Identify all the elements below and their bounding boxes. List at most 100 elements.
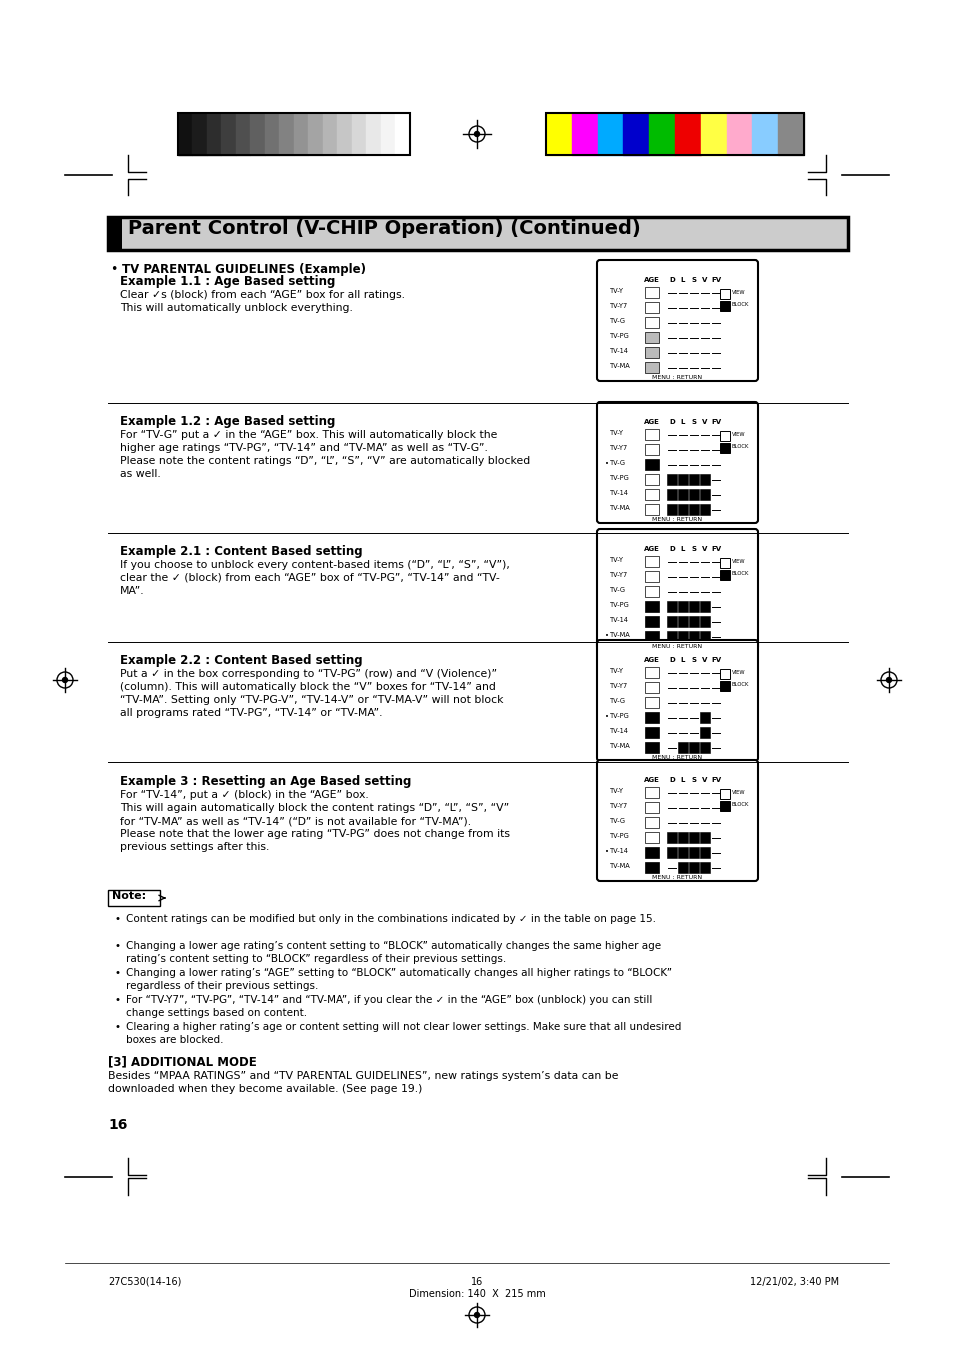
Text: •: • <box>115 942 121 951</box>
Text: •: • <box>110 263 117 276</box>
Text: TV-G: TV-G <box>609 459 625 466</box>
Bar <box>688 504 699 515</box>
Bar <box>720 570 729 580</box>
Text: •: • <box>115 994 121 1005</box>
Bar <box>700 601 709 612</box>
Bar <box>644 286 659 299</box>
Bar <box>666 474 677 485</box>
Text: L: L <box>680 546 684 553</box>
Bar <box>700 616 709 627</box>
Text: D: D <box>668 546 674 553</box>
Text: Clearing a higher rating’s age or content setting will not clear lower settings.: Clearing a higher rating’s age or conten… <box>126 1021 680 1044</box>
Bar <box>778 113 803 155</box>
Text: TV-PG: TV-PG <box>609 476 629 481</box>
Text: D: D <box>668 277 674 282</box>
Text: MENU : RETURN: MENU : RETURN <box>652 755 701 761</box>
Bar <box>700 474 709 485</box>
Text: •: • <box>604 848 608 855</box>
Text: MENU : RETURN: MENU : RETURN <box>652 517 701 521</box>
Bar <box>221 113 235 155</box>
Text: This will again automatically block the content ratings “D”, “L”, “S”, “V”: This will again automatically block the … <box>120 802 509 813</box>
Text: TV-Y: TV-Y <box>609 288 623 295</box>
Text: “TV-MA”. Setting only “TV-PG-V”, “TV-14-V” or “TV-MA-V” will not block: “TV-MA”. Setting only “TV-PG-V”, “TV-14-… <box>120 694 503 705</box>
Text: V: V <box>701 546 707 553</box>
Text: S: S <box>691 277 696 282</box>
Text: L: L <box>680 277 684 282</box>
Text: •: • <box>115 969 121 978</box>
Text: Dimension: 140  X  215 mm: Dimension: 140 X 215 mm <box>408 1289 545 1300</box>
Bar <box>678 489 687 500</box>
Text: BLOCK: BLOCK <box>731 682 749 688</box>
Bar <box>688 489 699 500</box>
Text: L: L <box>680 419 684 426</box>
Text: FV: FV <box>710 657 720 663</box>
Bar <box>678 601 687 612</box>
Bar <box>178 113 410 155</box>
Text: TV-Y7: TV-Y7 <box>609 444 628 451</box>
Circle shape <box>474 131 479 136</box>
Bar <box>108 218 122 250</box>
Bar <box>644 742 659 753</box>
Bar <box>666 489 677 500</box>
Text: Example 2.2 : Content Based setting: Example 2.2 : Content Based setting <box>120 654 362 667</box>
Text: Changing a lower age rating’s content setting to “BLOCK” automatically changes t: Changing a lower age rating’s content se… <box>126 942 660 963</box>
Text: TV-MA: TV-MA <box>609 363 630 369</box>
Text: TV-14: TV-14 <box>609 349 628 354</box>
FancyBboxPatch shape <box>597 259 758 381</box>
Bar <box>700 113 726 155</box>
Bar <box>720 801 729 811</box>
Bar <box>649 113 675 155</box>
Text: higher age ratings “TV-PG”, “TV-14” and “TV-MA” as well as “TV-G”.: higher age ratings “TV-PG”, “TV-14” and … <box>120 443 487 453</box>
Text: FV: FV <box>710 546 720 553</box>
Bar <box>666 504 677 515</box>
Bar <box>251 113 265 155</box>
Bar <box>678 862 687 873</box>
Text: as well.: as well. <box>120 469 161 480</box>
Text: [3] ADDITIONAL MODE: [3] ADDITIONAL MODE <box>108 1055 256 1069</box>
Bar <box>720 443 729 453</box>
Bar <box>720 301 729 311</box>
FancyBboxPatch shape <box>597 640 758 761</box>
Text: FV: FV <box>710 777 720 784</box>
FancyBboxPatch shape <box>597 761 758 881</box>
Bar <box>294 113 308 155</box>
Text: Besides “MPAA RATINGS” and “TV PARENTAL GUIDELINES”, new ratings system’s data c: Besides “MPAA RATINGS” and “TV PARENTAL … <box>108 1071 618 1094</box>
Text: TV-14: TV-14 <box>609 490 628 496</box>
Text: AGE: AGE <box>643 419 659 426</box>
Text: Clear ✓s (block) from each “AGE” box for all ratings.: Clear ✓s (block) from each “AGE” box for… <box>120 290 405 300</box>
Bar <box>700 489 709 500</box>
Text: S: S <box>691 657 696 663</box>
Text: TV-G: TV-G <box>609 698 625 704</box>
Text: V: V <box>701 657 707 663</box>
Bar <box>644 727 659 738</box>
Text: This will automatically unblock everything.: This will automatically unblock everythi… <box>120 303 353 313</box>
Bar <box>597 113 622 155</box>
Text: Example 1.2 : Age Based setting: Example 1.2 : Age Based setting <box>120 415 335 428</box>
Bar <box>720 669 729 680</box>
Text: TV-PG: TV-PG <box>609 713 629 719</box>
Text: D: D <box>668 777 674 784</box>
Bar <box>644 631 659 642</box>
Bar <box>545 113 571 155</box>
Bar <box>644 862 659 873</box>
Bar <box>644 430 659 440</box>
Circle shape <box>885 677 890 682</box>
Text: Changing a lower rating’s “AGE” setting to “BLOCK” automatically changes all hig: Changing a lower rating’s “AGE” setting … <box>126 969 671 990</box>
Text: MENU : RETURN: MENU : RETURN <box>652 644 701 648</box>
Text: L: L <box>680 777 684 784</box>
Bar <box>644 616 659 627</box>
Bar <box>688 616 699 627</box>
FancyBboxPatch shape <box>597 530 758 650</box>
Text: Please note that the lower age rating “TV-PG” does not change from its: Please note that the lower age rating “T… <box>120 830 510 839</box>
Bar <box>644 362 659 373</box>
Bar <box>752 113 778 155</box>
Circle shape <box>474 1313 479 1317</box>
Text: AGE: AGE <box>643 657 659 663</box>
Text: TV-PG: TV-PG <box>609 603 629 608</box>
Text: S: S <box>691 777 696 784</box>
Text: TV-MA: TV-MA <box>609 863 630 869</box>
Text: BLOCK: BLOCK <box>731 444 749 449</box>
FancyBboxPatch shape <box>597 403 758 523</box>
Text: VIEW: VIEW <box>731 432 745 436</box>
Bar <box>688 742 699 753</box>
